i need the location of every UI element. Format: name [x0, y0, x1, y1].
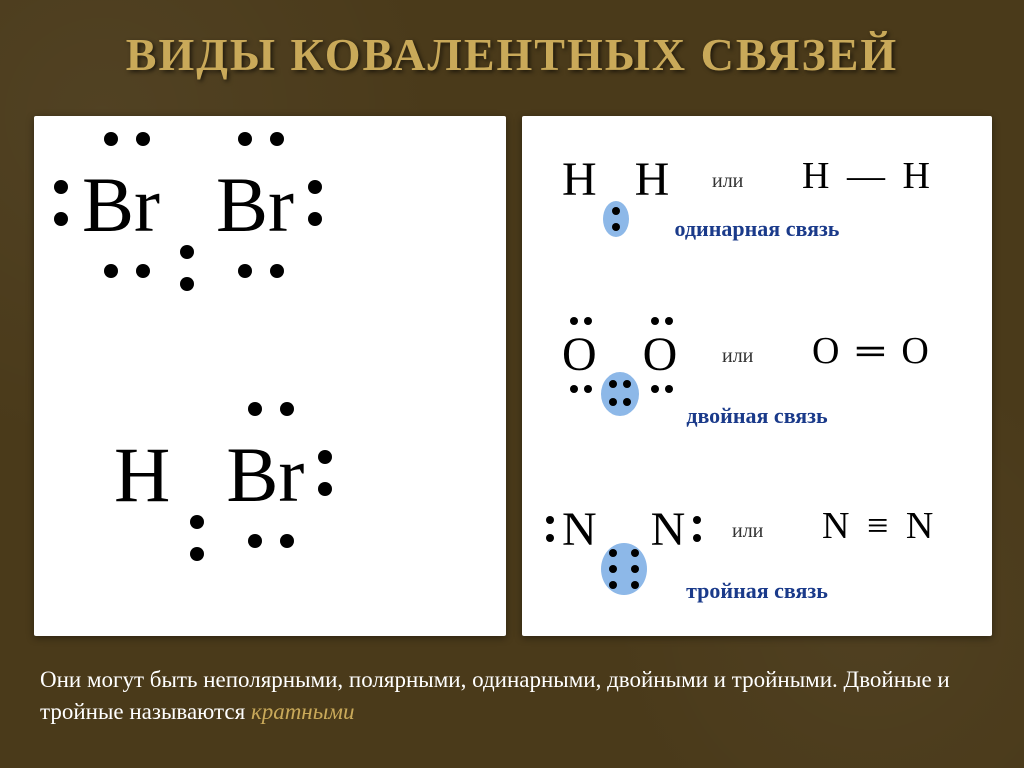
atom-n1: N — [562, 503, 597, 556]
bond-row-double: O O или O ═ O двойная с — [522, 311, 992, 461]
atom-br3: Br — [226, 431, 304, 518]
page-title: ВИДЫ КОВАЛЕНТНЫХ СВЯЗЕЙ — [0, 28, 1024, 81]
atom-br1: Br — [82, 161, 160, 248]
atom-o1: O — [562, 328, 597, 381]
footer-text: Они могут быть неполярными, полярными, о… — [40, 664, 984, 728]
footer-keyword: кратными — [251, 699, 355, 724]
atom-n2: N — [651, 503, 686, 556]
label-single: одинарная связь — [522, 216, 992, 242]
lewis-hbr: H Br — [114, 436, 304, 514]
bond-row-single: H H или H — H одинарная связь — [522, 136, 992, 276]
label-triple: тройная связь — [522, 578, 992, 604]
atom-h: H — [114, 431, 170, 518]
label-double: двойная связь — [522, 403, 992, 429]
footer-main: Они могут быть неполярными, полярными, о… — [40, 667, 950, 724]
struct-oo: O ═ O — [812, 329, 933, 373]
struct-nn: N ≡ N — [822, 504, 937, 548]
bond-row-triple: N N или N ≡ N тройная связь — [522, 486, 992, 636]
or-text-1: или — [712, 170, 743, 193]
or-text-3: или — [732, 520, 763, 543]
atom-br2: Br — [216, 161, 294, 248]
left-panel: Br Br H — [34, 116, 506, 636]
struct-hh: H — H — [802, 154, 934, 198]
or-text-2: или — [722, 345, 753, 368]
atom-o2: O — [643, 328, 678, 381]
atom-h2: H — [635, 153, 670, 206]
right-panel: H H или H — H одинарная связь O — [522, 116, 992, 636]
lewis-br2: Br Br — [82, 166, 294, 244]
atom-h1: H — [562, 153, 597, 206]
